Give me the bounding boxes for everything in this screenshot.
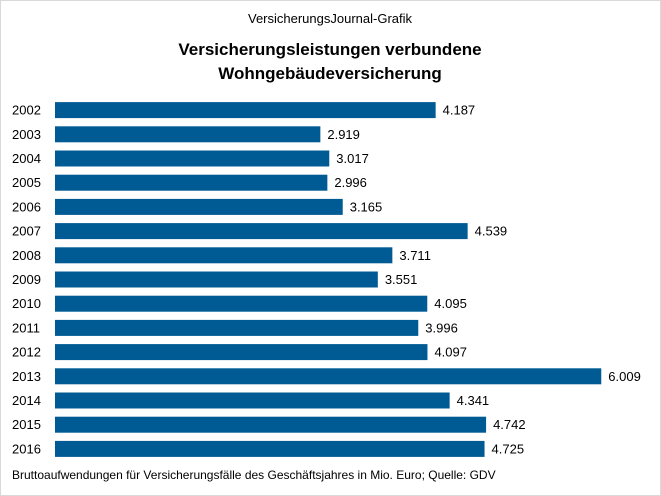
chart-title-line-1: Versicherungsleistungen verbundene bbox=[178, 40, 481, 59]
category-label-2007: 2007 bbox=[12, 224, 41, 239]
bar-2002 bbox=[55, 102, 436, 119]
value-label-2016: 4.725 bbox=[492, 441, 525, 456]
bar-2010 bbox=[55, 295, 428, 312]
category-label-2004: 2004 bbox=[12, 151, 41, 166]
bars-group: 2002 4.187 2003 2.919 2004 3.017 2005 2.996 2006… bbox=[12, 102, 641, 457]
value-label-2005: 2.996 bbox=[334, 175, 367, 190]
bar-2004 bbox=[55, 150, 330, 167]
bar-2008 bbox=[55, 247, 393, 264]
value-label-2006: 3.165 bbox=[350, 199, 383, 214]
chart-supertitle: VersicherungsJournal-Grafik bbox=[248, 11, 413, 26]
category-label-2010: 2010 bbox=[12, 296, 41, 311]
bar-2007 bbox=[55, 223, 468, 240]
value-label-2004: 3.017 bbox=[336, 151, 369, 166]
value-label-2011: 3.996 bbox=[425, 320, 458, 335]
category-label-2008: 2008 bbox=[12, 248, 41, 263]
category-label-2015: 2015 bbox=[12, 417, 41, 432]
value-label-2008: 3.711 bbox=[399, 248, 431, 263]
category-label-2012: 2012 bbox=[12, 345, 41, 360]
bar-2016 bbox=[55, 440, 485, 457]
bar-2011 bbox=[55, 319, 419, 336]
category-label-2003: 2003 bbox=[12, 127, 41, 142]
bar-2005 bbox=[55, 174, 328, 191]
category-label-2002: 2002 bbox=[12, 103, 41, 118]
bar-2014 bbox=[55, 392, 450, 409]
category-label-2014: 2014 bbox=[12, 393, 41, 408]
category-label-2016: 2016 bbox=[12, 441, 41, 456]
value-label-2013: 6.009 bbox=[608, 369, 641, 384]
chart-title-line-2: Wohngebäudeversicherung bbox=[218, 64, 442, 83]
category-label-2013: 2013 bbox=[12, 369, 41, 384]
value-label-2015: 4.742 bbox=[493, 417, 526, 432]
chart-source-note: Bruttoaufwendungen für Versicherungsfäll… bbox=[12, 468, 496, 482]
bar-2015 bbox=[55, 416, 487, 433]
bar-2009 bbox=[55, 271, 378, 288]
bar-2006 bbox=[55, 198, 343, 215]
bar-2013 bbox=[55, 368, 602, 385]
value-label-2002: 4.187 bbox=[443, 103, 476, 118]
value-label-2007: 4.539 bbox=[475, 224, 508, 239]
value-label-2012: 4.097 bbox=[434, 345, 467, 360]
bar-2012 bbox=[55, 344, 428, 361]
bar-2003 bbox=[55, 126, 321, 143]
value-label-2003: 2.919 bbox=[327, 127, 360, 142]
category-label-2009: 2009 bbox=[12, 272, 41, 287]
value-label-2009: 3.551 bbox=[385, 272, 418, 287]
category-label-2006: 2006 bbox=[12, 199, 41, 214]
category-label-2005: 2005 bbox=[12, 175, 41, 190]
category-label-2011: 2011 bbox=[12, 320, 40, 335]
value-label-2010: 4.095 bbox=[434, 296, 467, 311]
value-label-2014: 4.341 bbox=[457, 393, 490, 408]
